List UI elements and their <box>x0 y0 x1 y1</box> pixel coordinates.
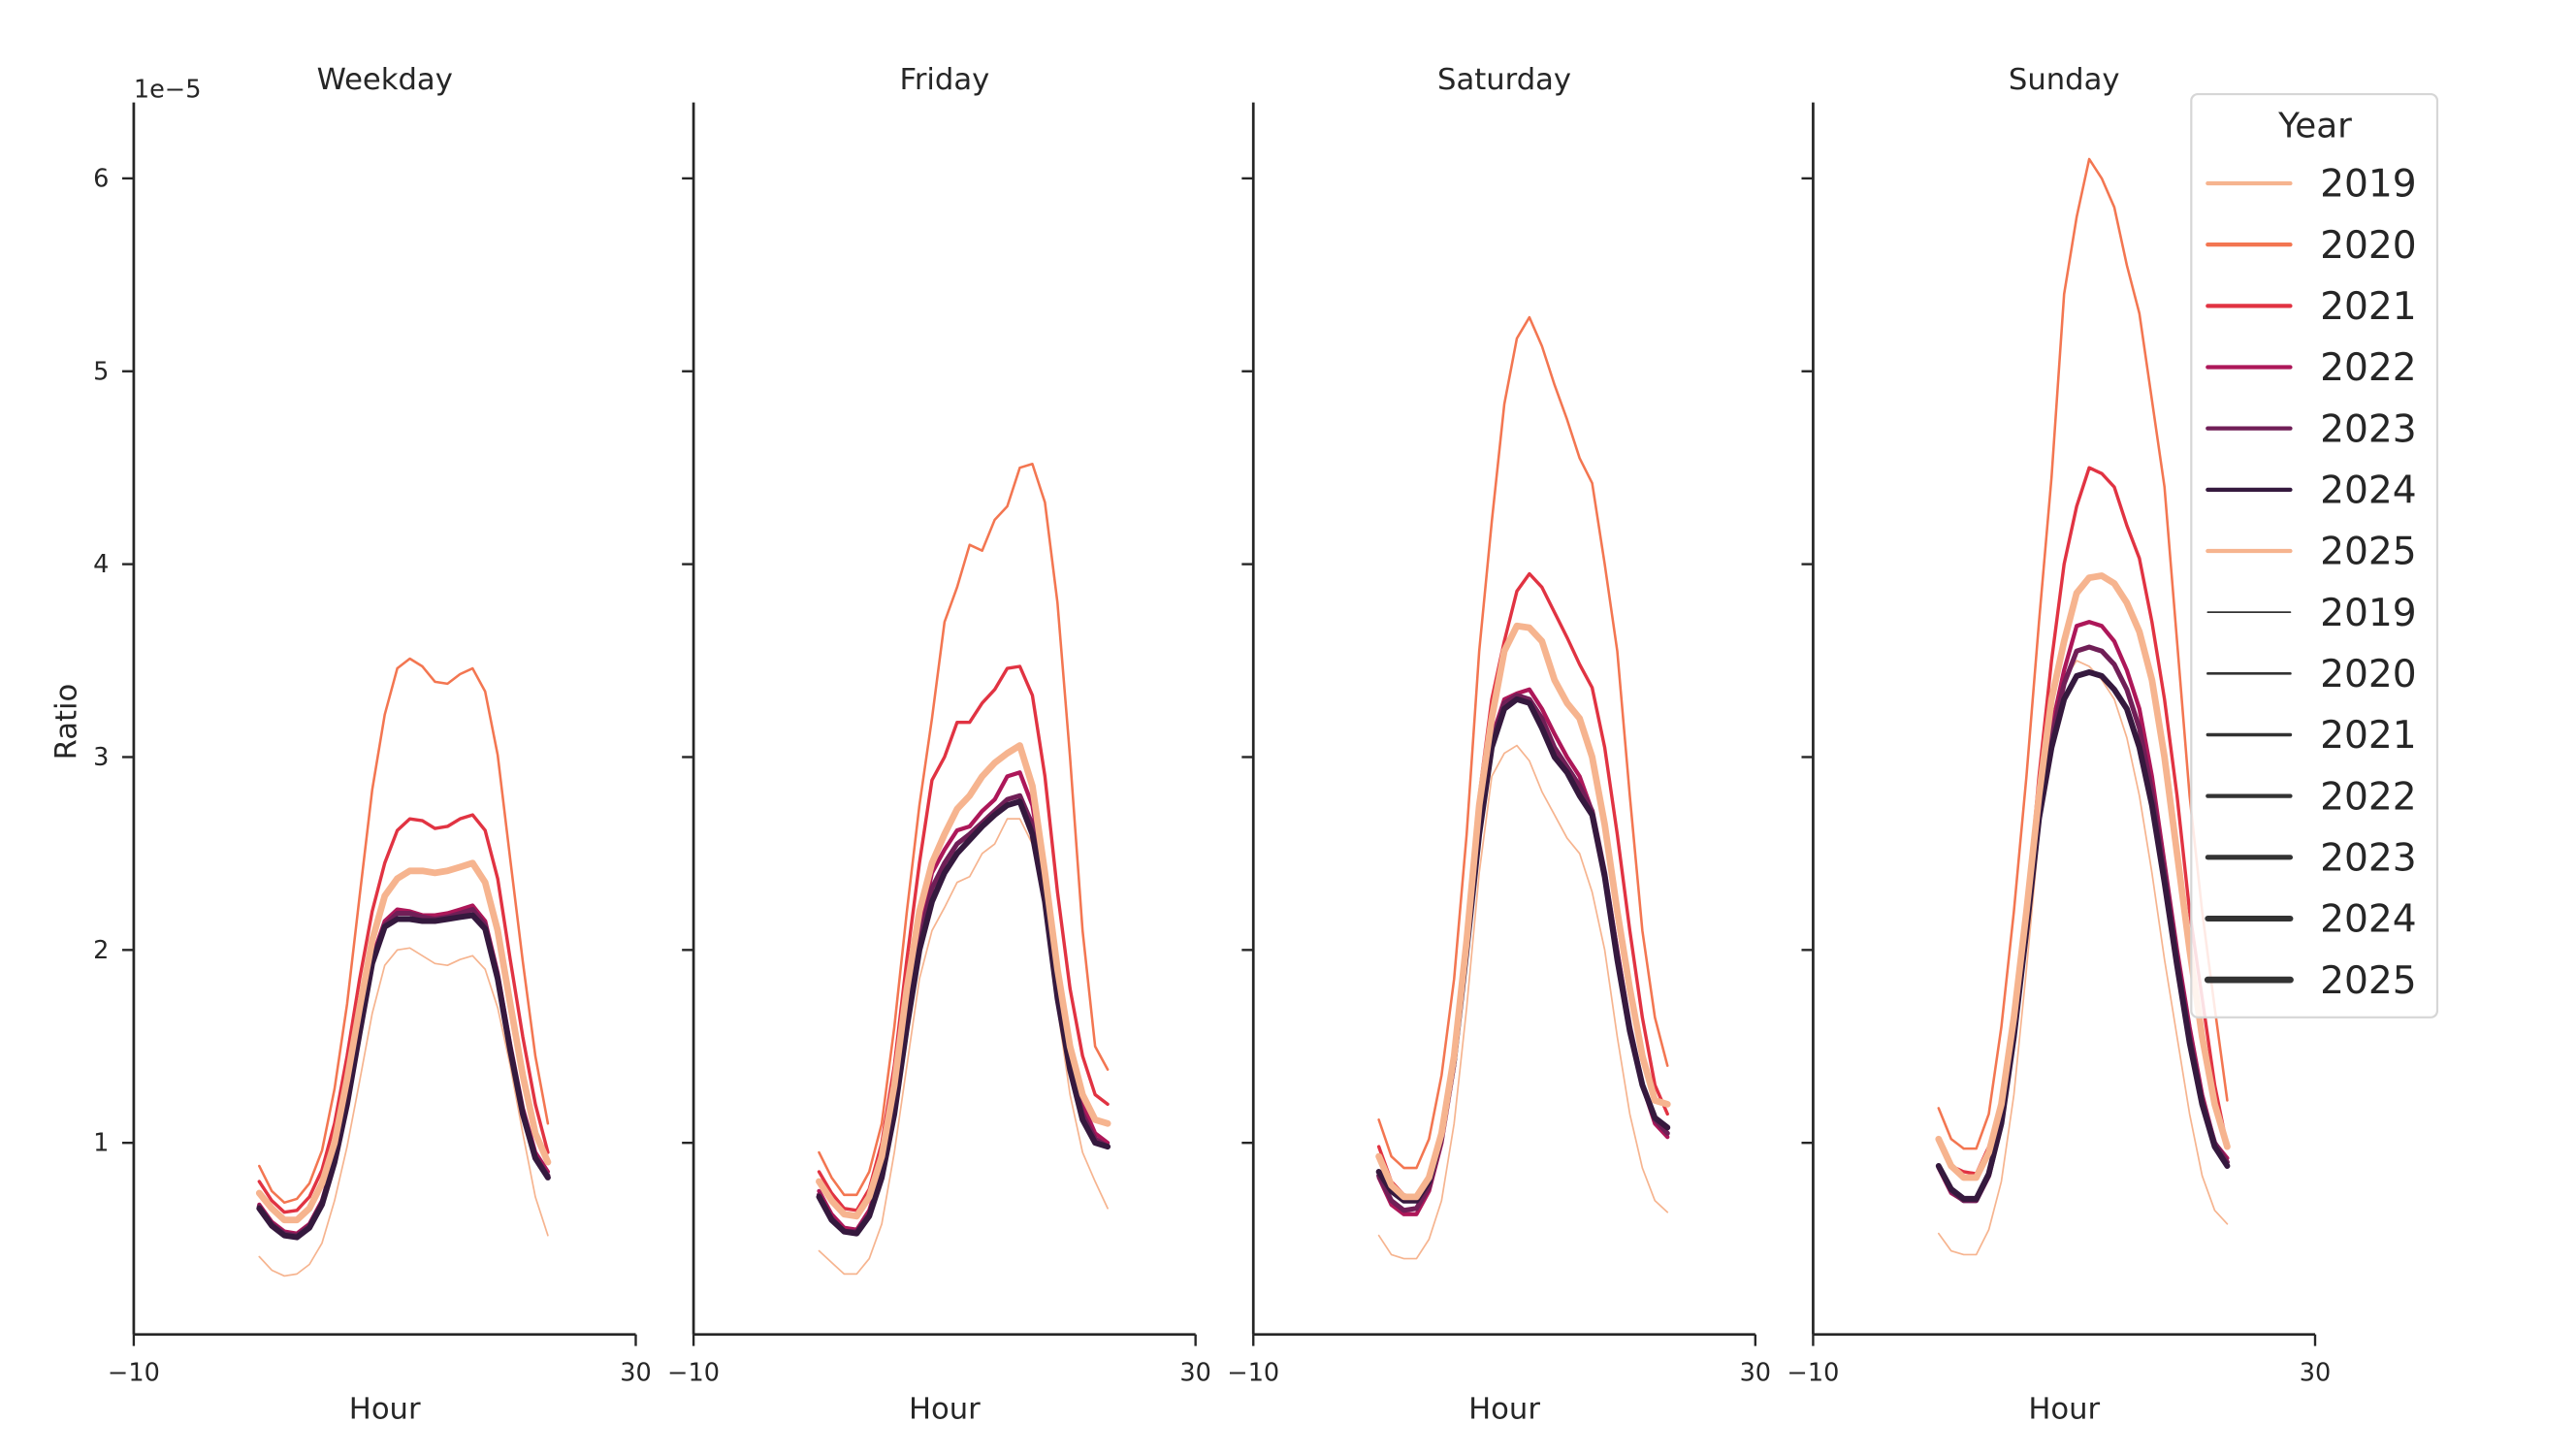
x-tick-label: −10 <box>667 1358 720 1387</box>
legend-label: 2023 <box>2320 836 2417 880</box>
series-line-2024 <box>816 798 1111 1237</box>
y-tick-label: 3 <box>93 743 109 772</box>
series-line-2021 <box>1376 571 1669 1199</box>
legend-label: 2022 <box>2320 346 2417 390</box>
legend-entry-size-2020: 2020 <box>2206 653 2417 696</box>
x-tick-label: 30 <box>2300 1358 2331 1387</box>
x-tick-label: −10 <box>1227 1358 1279 1387</box>
y-tick-label: 6 <box>93 164 109 193</box>
x-tick-label: −10 <box>108 1358 160 1387</box>
legend-label: 2020 <box>2320 653 2417 696</box>
legend-entry-hue-2025: 2025 <box>2206 531 2417 574</box>
legend-label: 2023 <box>2320 407 2417 451</box>
panel-saturday: Saturday −10 30 Hour <box>1227 63 1771 1427</box>
legend-entry-size-2023: 2023 <box>2205 836 2417 880</box>
legend-label: 2024 <box>2320 898 2417 942</box>
legend-entry-size-2021: 2021 <box>2206 714 2417 758</box>
legend-entry-hue-2022: 2022 <box>2206 346 2417 390</box>
series-line-2020 <box>258 657 550 1205</box>
legend-entry-size-2019: 2019 <box>2206 592 2417 635</box>
series-line-2019 <box>258 947 549 1277</box>
legend-label: 2024 <box>2320 469 2417 512</box>
series-line-2021 <box>1937 466 2230 1176</box>
series-line-2025 <box>1375 622 1671 1201</box>
panel-sunday: Sunday −10 30 Hour <box>1787 63 2331 1427</box>
legend-entry-size-2022: 2022 <box>2206 775 2417 819</box>
legend-entry-size-2025: 2025 <box>2204 959 2417 1003</box>
panel-weekday: Weekday 1 2 3 4 5 6 −10 30 Hour 1e−5 Ratio <box>49 63 651 1427</box>
series-line-2025 <box>1935 572 2231 1181</box>
legend-entry-hue-2023: 2023 <box>2206 407 2417 451</box>
x-tick-label: 30 <box>1179 1358 1210 1387</box>
panel-title: Saturday <box>1437 63 1571 97</box>
legend-label: 2020 <box>2320 224 2417 268</box>
legend-title: Year <box>2277 106 2352 146</box>
legend-label: 2021 <box>2320 714 2417 758</box>
panel-title: Weekday <box>317 63 453 97</box>
legend-entry-size-2024: 2024 <box>2205 898 2417 942</box>
series-line-2024 <box>256 912 551 1241</box>
series-line-2019 <box>1377 744 1669 1260</box>
series-line-2025 <box>816 742 1111 1220</box>
y-tick-label: 1 <box>93 1129 109 1158</box>
legend-label: 2025 <box>2320 531 2417 574</box>
x-tick-label: 30 <box>1740 1358 1771 1387</box>
series-line-2021 <box>817 664 1110 1212</box>
series-line-2020 <box>1937 157 2229 1150</box>
x-axis-label: Hour <box>349 1393 421 1427</box>
legend: Year 2019 2020 2021 2022 2023 2024 2025 2019 2020… <box>2190 92 2439 1018</box>
panel-title: Friday <box>899 63 989 97</box>
series-line-2024 <box>1935 668 2231 1202</box>
y-tick-label: 4 <box>93 550 109 579</box>
legend-label: 2025 <box>2320 959 2417 1003</box>
y-offset-text: 1e−5 <box>134 75 202 104</box>
panel-title: Sunday <box>2009 63 2120 97</box>
series-line-2020 <box>1377 315 1669 1170</box>
legend-entry-hue-2024: 2024 <box>2206 469 2417 512</box>
legend-label: 2021 <box>2320 285 2417 329</box>
legend-box <box>2190 92 2439 1018</box>
x-axis-label: Hour <box>909 1393 981 1427</box>
x-tick-label: −10 <box>1787 1358 1839 1387</box>
legend-label: 2022 <box>2320 775 2417 819</box>
series-line-2019 <box>1937 660 2229 1256</box>
series-line-2025 <box>255 859 552 1224</box>
x-axis-label: Hour <box>1468 1393 1540 1427</box>
legend-entry-hue-2021: 2021 <box>2206 285 2417 329</box>
panel-friday: Friday −10 30 Hour <box>667 63 1211 1427</box>
y-axis-label: Ratio <box>49 684 83 760</box>
legend-entry-hue-2020: 2020 <box>2206 224 2417 268</box>
x-axis-label: Hour <box>2028 1393 2100 1427</box>
y-tick-label: 5 <box>93 357 109 386</box>
legend-entry-hue-2019: 2019 <box>2206 163 2417 207</box>
series-line-2021 <box>257 813 550 1214</box>
x-tick-label: 30 <box>620 1358 651 1387</box>
series-line-2020 <box>818 462 1110 1197</box>
legend-label: 2019 <box>2320 163 2417 207</box>
legend-label: 2019 <box>2320 592 2417 635</box>
y-tick-label: 2 <box>93 936 109 965</box>
